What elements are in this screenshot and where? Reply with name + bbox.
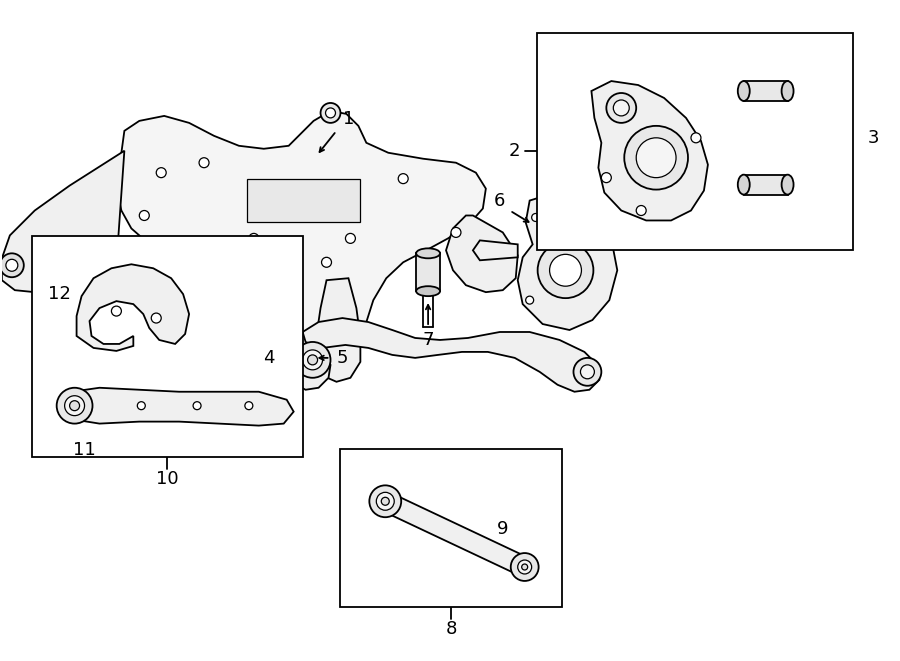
Text: 6: 6 bbox=[494, 192, 506, 210]
Circle shape bbox=[601, 173, 611, 182]
Ellipse shape bbox=[416, 249, 440, 258]
Text: 11: 11 bbox=[73, 442, 96, 459]
Circle shape bbox=[346, 233, 356, 243]
Circle shape bbox=[510, 553, 538, 581]
Circle shape bbox=[157, 168, 166, 178]
Circle shape bbox=[199, 158, 209, 168]
Text: 1: 1 bbox=[343, 110, 354, 128]
Circle shape bbox=[537, 243, 593, 298]
Text: 5: 5 bbox=[337, 349, 348, 367]
Circle shape bbox=[308, 355, 318, 365]
Bar bbox=[743, 81, 788, 101]
Circle shape bbox=[57, 388, 93, 424]
Circle shape bbox=[526, 296, 534, 304]
Circle shape bbox=[6, 259, 18, 271]
Circle shape bbox=[636, 137, 676, 178]
Polygon shape bbox=[591, 81, 708, 221]
Bar bbox=[536, 33, 853, 251]
Circle shape bbox=[398, 174, 409, 184]
Polygon shape bbox=[2, 151, 124, 292]
Text: 7: 7 bbox=[422, 331, 434, 349]
Circle shape bbox=[302, 350, 322, 370]
Circle shape bbox=[69, 401, 79, 410]
Circle shape bbox=[580, 365, 594, 379]
Text: 10: 10 bbox=[156, 471, 178, 488]
Ellipse shape bbox=[738, 175, 750, 194]
Circle shape bbox=[573, 358, 601, 386]
Circle shape bbox=[65, 396, 85, 416]
Polygon shape bbox=[247, 178, 360, 223]
Polygon shape bbox=[65, 388, 293, 426]
Circle shape bbox=[518, 560, 532, 574]
Circle shape bbox=[0, 253, 23, 277]
Polygon shape bbox=[446, 215, 518, 292]
Polygon shape bbox=[381, 492, 529, 576]
Circle shape bbox=[613, 100, 629, 116]
Circle shape bbox=[625, 126, 688, 190]
Circle shape bbox=[151, 313, 161, 323]
Circle shape bbox=[248, 233, 259, 243]
Polygon shape bbox=[313, 278, 360, 382]
Circle shape bbox=[369, 485, 401, 517]
Bar bbox=[743, 175, 788, 194]
Bar bbox=[416, 253, 440, 291]
Ellipse shape bbox=[416, 286, 440, 296]
Circle shape bbox=[274, 251, 284, 260]
Circle shape bbox=[522, 564, 527, 570]
Text: 3: 3 bbox=[868, 129, 879, 147]
Circle shape bbox=[550, 254, 581, 286]
Circle shape bbox=[140, 210, 149, 221]
Circle shape bbox=[607, 93, 636, 123]
Polygon shape bbox=[247, 278, 301, 412]
Text: 9: 9 bbox=[497, 520, 508, 538]
Bar bbox=[340, 449, 562, 607]
Ellipse shape bbox=[781, 175, 794, 194]
Circle shape bbox=[194, 402, 201, 410]
Circle shape bbox=[451, 227, 461, 237]
Polygon shape bbox=[76, 264, 189, 351]
Circle shape bbox=[382, 497, 390, 505]
Ellipse shape bbox=[738, 81, 750, 101]
Circle shape bbox=[320, 103, 340, 123]
Text: 2: 2 bbox=[509, 141, 520, 160]
Polygon shape bbox=[117, 111, 486, 358]
Circle shape bbox=[376, 492, 394, 510]
Circle shape bbox=[321, 257, 331, 267]
Text: 12: 12 bbox=[49, 285, 71, 303]
Circle shape bbox=[259, 400, 269, 410]
Circle shape bbox=[326, 108, 336, 118]
Circle shape bbox=[591, 231, 599, 239]
Polygon shape bbox=[472, 241, 518, 260]
Circle shape bbox=[245, 402, 253, 410]
Circle shape bbox=[691, 133, 701, 143]
Circle shape bbox=[532, 214, 540, 221]
Circle shape bbox=[294, 342, 330, 378]
Text: 4: 4 bbox=[263, 349, 274, 367]
Ellipse shape bbox=[781, 81, 794, 101]
Circle shape bbox=[636, 206, 646, 215]
Polygon shape bbox=[518, 192, 617, 330]
Polygon shape bbox=[292, 318, 599, 392]
Circle shape bbox=[112, 306, 122, 316]
Circle shape bbox=[254, 395, 274, 414]
Circle shape bbox=[138, 402, 145, 410]
Bar bbox=[32, 237, 302, 457]
Text: 8: 8 bbox=[446, 620, 456, 638]
